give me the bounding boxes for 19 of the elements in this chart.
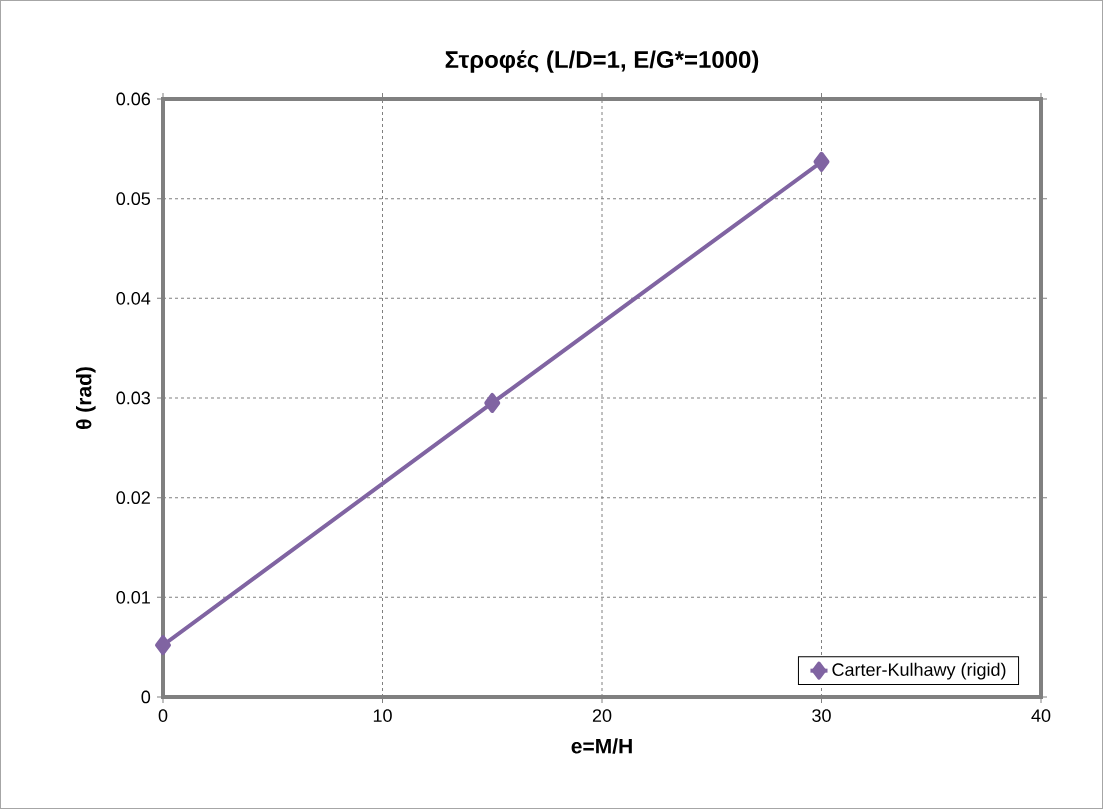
y-tick-label: 0.03: [116, 391, 151, 405]
y-tick-label: 0.04: [116, 291, 151, 305]
x-tick-label: 0: [158, 709, 168, 722]
y-tick-label: 0.01: [116, 590, 150, 604]
y-tick-label: 0.05: [116, 192, 151, 206]
chart-title: Στροφές (L/D=1, E/G*=1000): [445, 50, 759, 73]
point: [155, 635, 171, 656]
x-axis-title: e=M/H: [571, 738, 632, 754]
legend-label: Carter-Kulhawy (rigid): [832, 662, 1006, 680]
y-tick-label: 0.02: [116, 491, 150, 505]
y-axis-title: θ (rad): [76, 367, 96, 429]
y-tick-label: 0.06: [116, 92, 151, 106]
point: [484, 392, 501, 413]
x-tick-label: 10: [373, 709, 392, 722]
y-tick-label: 0: [141, 690, 151, 704]
point: [813, 151, 830, 172]
x-tick-label: 40: [1031, 709, 1051, 722]
x-tick-label: 30: [812, 709, 831, 722]
x-tick-label: 20: [592, 709, 612, 722]
